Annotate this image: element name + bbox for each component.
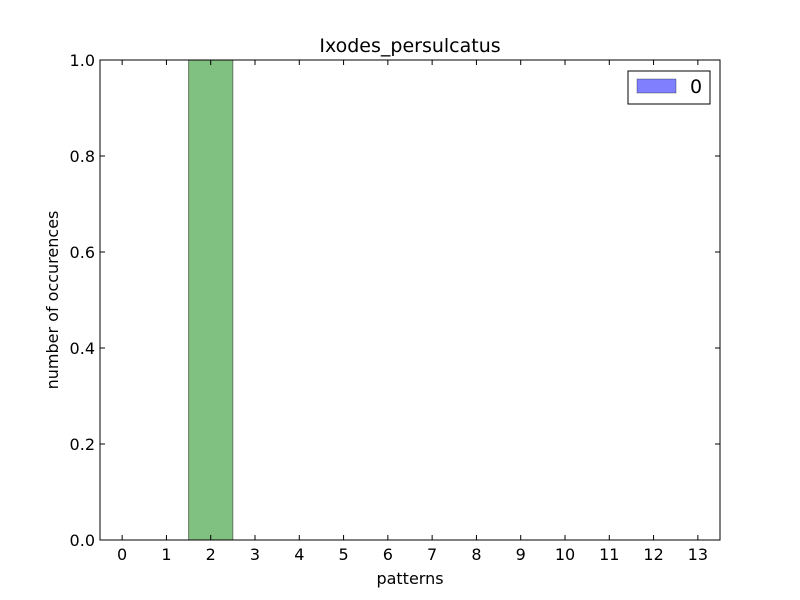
x-tick-label: 8	[471, 545, 481, 564]
labels-layer: 0 1 2 3 4 5 6 7 8 9 10 11 12 130.00.20.40.60.81.0	[70, 51, 708, 564]
x-tick-label: 4	[294, 545, 304, 564]
x-axis-title: patterns	[376, 569, 443, 588]
x-tick-label: 5	[338, 545, 348, 564]
x-tick-label: 10	[555, 545, 575, 564]
legend: 0	[627, 70, 711, 105]
x-tick-label: 0	[117, 545, 127, 564]
y-tick-label: 0.8	[70, 147, 95, 166]
y-tick-label: 0.6	[70, 243, 95, 262]
y-tick-label: 0.2	[70, 435, 95, 454]
legend-swatch	[636, 78, 677, 94]
plot-frame	[99, 59, 721, 541]
bar-2	[188, 59, 234, 541]
bars-layer	[188, 59, 234, 541]
y-tick-label: 1.0	[70, 51, 95, 70]
x-tick-label: 6	[383, 545, 393, 564]
ticks-layer	[100, 59, 720, 541]
y-tick-label: 0.0	[70, 531, 95, 550]
x-tick-label: 1	[161, 545, 171, 564]
x-tick-label: 2	[206, 545, 216, 564]
legend-label: 0	[690, 76, 702, 98]
x-tick-label: 13	[688, 545, 708, 564]
x-tick-label: 7	[427, 545, 437, 564]
chart-title: Ixodes_persulcatus	[319, 35, 500, 57]
x-tick-label: 3	[250, 545, 260, 564]
y-tick-label: 0.4	[70, 339, 95, 358]
x-tick-label: 11	[599, 545, 619, 564]
x-tick-label: 12	[643, 545, 663, 564]
x-tick-label: 9	[516, 545, 526, 564]
y-axis-title: number of occurences	[43, 211, 62, 390]
